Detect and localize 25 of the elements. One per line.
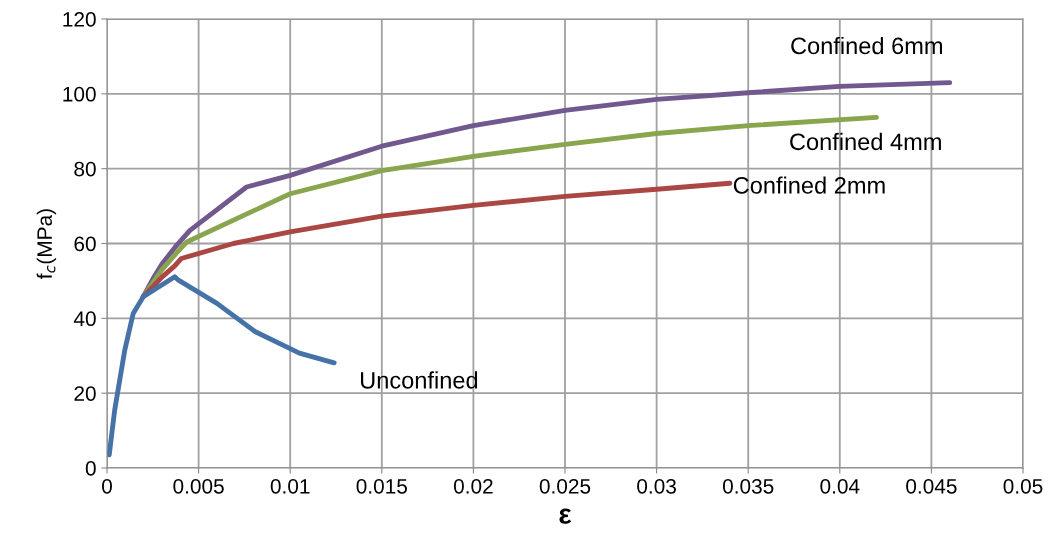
x-tick-label: 0.005 <box>173 478 224 494</box>
annotation: Confined 4mm <box>790 132 941 151</box>
y-tick-label: 100 <box>63 86 96 102</box>
x-tick-label: 0.04 <box>820 478 860 494</box>
x-tick-label: 0.01 <box>270 478 310 494</box>
x-tick-label: 0.05 <box>1003 478 1043 494</box>
x-tick-label: 0.025 <box>539 478 591 494</box>
x-axis-title: ε <box>559 508 572 524</box>
annotation: Confined 2mm <box>733 176 885 194</box>
y-tick-label: 80 <box>74 161 96 177</box>
x-tick-label: 0.045 <box>906 478 957 494</box>
x-tick-label: 0.015 <box>356 478 407 494</box>
x-tick-label: 0.035 <box>722 478 774 494</box>
annotation: Unconfined <box>360 371 478 389</box>
x-tick-label: 0.03 <box>637 478 676 494</box>
x-tick-label: 0.02 <box>453 478 493 494</box>
x-tick-label: 0 <box>102 478 112 494</box>
line-series <box>107 274 337 458</box>
y-axis-title: f$_{c}$(MPa) <box>36 209 57 279</box>
y-tick-label: 0 <box>85 461 96 476</box>
y-tick-label: 120 <box>63 12 96 27</box>
annotation: Confined 6mm <box>791 36 942 55</box>
y-tick-label: 40 <box>73 311 96 327</box>
y-tick-label: 60 <box>74 236 96 252</box>
y-tick-label: 20 <box>74 386 96 401</box>
